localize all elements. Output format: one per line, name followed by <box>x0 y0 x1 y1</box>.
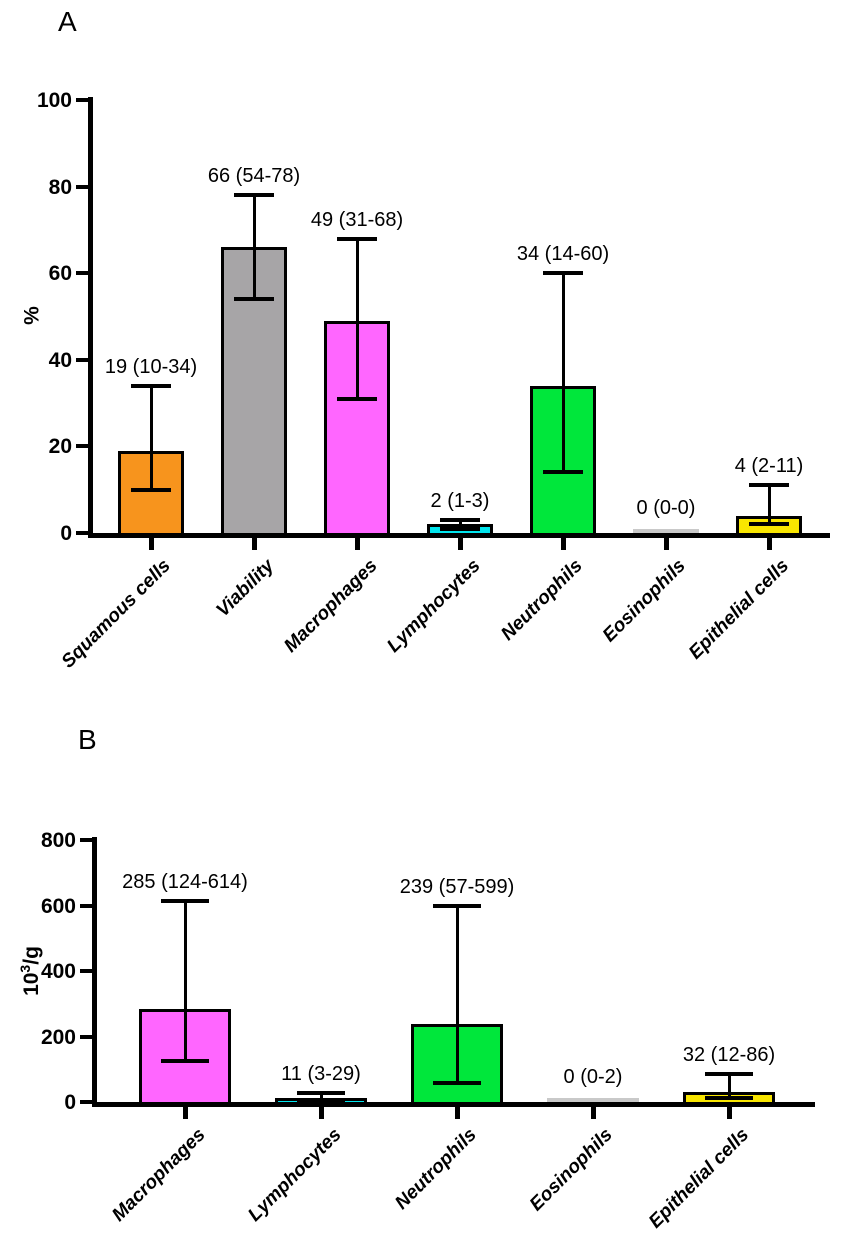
error-bar-line <box>455 905 459 1084</box>
error-bar-line <box>149 385 153 490</box>
error-bar-line <box>458 520 462 529</box>
x-tick <box>726 1107 732 1119</box>
error-bar-cap-bottom <box>297 1099 345 1104</box>
y-tick-label: 200 <box>40 1025 76 1049</box>
x-tick <box>182 1107 188 1119</box>
y-tick <box>80 1100 92 1104</box>
bar-value-label: 0 (0-0) <box>636 497 696 519</box>
y-tick <box>76 357 88 362</box>
error-bar-cap-top <box>543 271 583 276</box>
error-bar-cap-bottom <box>440 526 480 531</box>
error-bar-cap-top <box>337 236 377 241</box>
y-tick <box>80 838 92 842</box>
y-tick-label: 40 <box>48 348 72 372</box>
error-bar-cap-top <box>131 383 171 388</box>
error-bar-cap-top <box>234 193 274 198</box>
error-bar-cap-top <box>433 903 481 908</box>
x-axis <box>92 1102 815 1107</box>
category-label: Neutrophils <box>391 1124 482 1214</box>
y-tick <box>76 271 88 276</box>
bar-value-label: 49 (31-68) <box>310 208 404 231</box>
bar-value-label: 285 (124-614) <box>122 870 248 893</box>
y-tick <box>76 444 88 449</box>
x-tick <box>251 538 257 550</box>
bar-value-label: 239 (57-599) <box>399 875 515 898</box>
y-tick <box>76 184 88 189</box>
x-tick <box>766 538 772 550</box>
category-label: Eosinophils <box>526 1124 618 1216</box>
error-bar-cap-top <box>749 483 789 488</box>
error-bar-line <box>561 273 565 473</box>
x-tick <box>354 538 360 550</box>
y-axis <box>92 837 97 1107</box>
x-axis <box>88 533 830 538</box>
x-tick <box>560 538 566 550</box>
y-tick-label: 80 <box>48 175 72 199</box>
bar-zero <box>633 529 699 533</box>
x-tick <box>590 1107 596 1119</box>
category-label: Lymphocytes <box>243 1124 346 1226</box>
bar-zero <box>547 1098 639 1102</box>
error-bar-cap-bottom <box>131 487 171 492</box>
error-bar-cap-top <box>297 1090 345 1095</box>
y-tick-label: 0 <box>64 1091 76 1114</box>
x-tick <box>318 1107 324 1119</box>
x-tick <box>457 538 463 550</box>
y-axis-title: 103/g <box>17 946 43 996</box>
category-label: Epithelial cells <box>644 1124 754 1233</box>
y-axis-title: % <box>20 306 44 325</box>
category-label: Macrophages <box>107 1124 210 1226</box>
x-tick <box>454 1107 460 1119</box>
x-tick <box>663 538 669 550</box>
bar-value-label: 32 (12-86) <box>682 1043 776 1066</box>
error-bar-cap-top <box>705 1071 753 1076</box>
error-bar-cap-top <box>440 518 480 522</box>
bar-value-label: 2 (1-3) <box>430 490 490 512</box>
y-axis <box>88 97 93 538</box>
error-bar-line <box>355 238 359 399</box>
error-bar-line <box>183 900 187 1062</box>
error-bar-line <box>727 1073 731 1099</box>
y-tick <box>80 969 92 973</box>
y-tick-label: 800 <box>40 829 76 852</box>
bar-value-label: 66 (54-78) <box>207 165 301 188</box>
error-bar-cap-bottom <box>337 396 377 401</box>
error-bar-line <box>319 1092 323 1101</box>
y-tick <box>76 531 88 535</box>
error-bar-cap-bottom <box>705 1096 753 1101</box>
bar-value-label: 34 (14-60) <box>516 243 610 266</box>
error-bar-cap-bottom <box>433 1081 481 1086</box>
error-bar-cap-bottom <box>161 1059 209 1064</box>
error-bar-line <box>767 485 771 525</box>
y-tick-label: 60 <box>48 262 72 286</box>
x-tick <box>148 538 154 550</box>
bar-value-label: 0 (0-2) <box>563 1066 623 1088</box>
y-tick-label: 600 <box>40 894 76 918</box>
panel-a-label: A <box>58 6 77 37</box>
y-tick <box>80 1034 92 1039</box>
error-bar-line <box>252 195 256 300</box>
panel-b-label: B <box>78 724 97 755</box>
error-bar-cap-bottom <box>543 470 583 475</box>
y-tick-label: 100 <box>36 89 72 112</box>
bar-value-label: 11 (3-29) <box>281 1062 361 1085</box>
error-bar-cap-bottom <box>234 297 274 302</box>
y-tick-label: 0 <box>60 522 72 545</box>
y-tick-label: 400 <box>40 960 76 983</box>
y-tick <box>76 98 88 102</box>
error-bar-cap-bottom <box>749 522 789 527</box>
y-tick-label: 20 <box>48 435 72 459</box>
error-bar-cap-top <box>161 898 209 903</box>
y-tick <box>80 903 92 908</box>
bar-value-label: 4 (2-11) <box>734 455 804 478</box>
bar-value-label: 19 (10-34) <box>104 355 198 378</box>
